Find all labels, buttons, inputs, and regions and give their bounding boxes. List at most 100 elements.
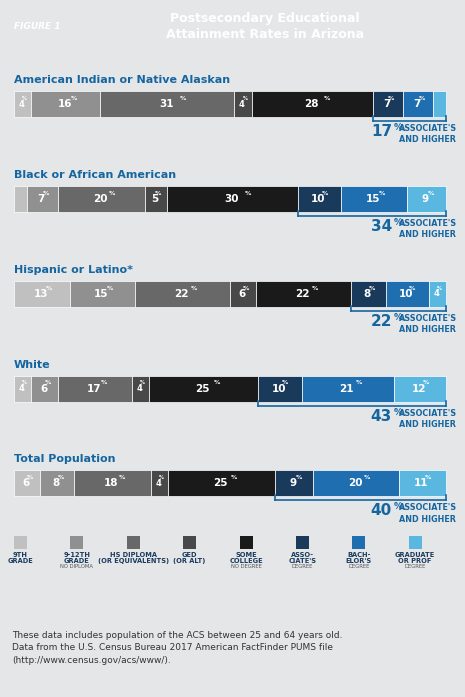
Text: 7: 7 [413,99,421,109]
FancyBboxPatch shape [341,186,407,212]
Text: %: % [437,286,442,291]
Text: 22: 22 [174,289,189,299]
FancyBboxPatch shape [74,470,151,496]
FancyBboxPatch shape [298,186,341,212]
Text: 4: 4 [19,384,25,393]
Text: %: % [379,191,385,196]
FancyBboxPatch shape [256,281,351,307]
Text: 25: 25 [213,479,228,489]
Text: 31: 31 [159,99,173,109]
Text: 5: 5 [151,194,159,204]
Text: %: % [22,96,27,101]
Text: 25: 25 [196,383,210,394]
FancyBboxPatch shape [27,186,58,212]
Text: %: % [119,475,125,480]
FancyBboxPatch shape [252,91,372,117]
Text: These data includes population of the ACS between 25 and 64 years old.
Data from: These data includes population of the AC… [12,631,343,665]
Text: Black or African American: Black or African American [14,170,176,180]
Text: 43: 43 [371,408,392,424]
Text: 30: 30 [224,194,239,204]
FancyBboxPatch shape [230,281,256,307]
FancyBboxPatch shape [275,470,313,496]
FancyBboxPatch shape [14,470,40,496]
Text: %: % [409,286,416,291]
Bar [14,536,27,549]
Text: 21: 21 [339,383,354,394]
FancyBboxPatch shape [259,376,302,401]
FancyBboxPatch shape [234,91,252,117]
Text: COLLEGE: COLLEGE [229,558,263,564]
FancyBboxPatch shape [40,470,74,496]
Text: 17: 17 [86,383,101,394]
Text: 18: 18 [104,479,119,489]
Text: NO DIPLOMA: NO DIPLOMA [60,564,93,569]
Text: ASSOCIATE'S
AND HIGHER: ASSOCIATE'S AND HIGHER [399,503,457,523]
Text: 4: 4 [137,384,142,393]
Text: 4: 4 [155,479,161,488]
FancyBboxPatch shape [351,281,385,307]
FancyBboxPatch shape [14,91,31,117]
FancyBboxPatch shape [32,376,58,401]
Text: 11: 11 [414,479,429,489]
Text: %: % [394,313,403,322]
FancyBboxPatch shape [14,281,70,307]
Text: 4: 4 [239,100,245,109]
FancyBboxPatch shape [14,376,32,401]
Text: %: % [369,286,376,291]
Text: Postsecondary Educational
Attainment Rates in Arizona: Postsecondary Educational Attainment Rat… [166,12,364,41]
Text: %: % [231,475,238,480]
Text: 22: 22 [371,314,392,329]
Text: %: % [425,475,432,480]
Text: DEGREE: DEGREE [292,564,313,569]
Text: ASSO-: ASSO- [291,552,314,558]
Text: 20: 20 [93,194,107,204]
Text: %: % [27,475,33,480]
Text: %: % [22,381,27,385]
Text: 28: 28 [304,99,319,109]
Text: GRADE: GRADE [64,558,90,564]
FancyBboxPatch shape [167,186,298,212]
Bar [183,536,196,549]
Text: FIGURE 1: FIGURE 1 [14,22,60,31]
Text: %: % [245,191,251,196]
Text: 8: 8 [52,479,60,489]
FancyBboxPatch shape [302,376,394,401]
FancyBboxPatch shape [151,470,168,496]
FancyBboxPatch shape [385,281,429,307]
Text: 40: 40 [371,503,392,519]
Text: %: % [58,475,64,480]
Text: %: % [100,381,107,385]
Text: %: % [180,96,186,101]
Text: 10: 10 [311,194,326,204]
Text: %: % [159,475,164,480]
FancyBboxPatch shape [100,91,234,117]
Text: ASSOCIATE'S
AND HIGHER: ASSOCIATE'S AND HIGHER [399,314,457,334]
FancyBboxPatch shape [429,281,446,307]
Text: 9: 9 [290,479,297,489]
FancyBboxPatch shape [372,91,403,117]
Text: %: % [423,381,429,385]
Text: 12: 12 [412,383,426,394]
Text: %: % [46,286,52,291]
FancyBboxPatch shape [168,470,275,496]
Text: 9-12TH: 9-12TH [63,552,90,558]
Text: 9TH: 9TH [13,552,28,558]
Text: 34: 34 [371,219,392,234]
FancyBboxPatch shape [433,91,446,117]
FancyBboxPatch shape [399,470,446,496]
FancyBboxPatch shape [58,376,132,401]
FancyBboxPatch shape [31,91,100,117]
Bar [70,536,83,549]
Bar [239,536,252,549]
Text: %: % [394,408,403,417]
Text: SOME: SOME [235,552,257,558]
Text: %: % [428,191,434,196]
Text: %: % [243,96,247,101]
Text: White: White [14,360,51,369]
Text: American Indian or Native Alaskan: American Indian or Native Alaskan [14,75,230,85]
Text: 10: 10 [272,383,286,394]
Text: 4: 4 [19,100,25,109]
Text: OR PROF: OR PROF [399,558,432,564]
Text: 17: 17 [371,124,392,139]
Bar [296,536,309,549]
